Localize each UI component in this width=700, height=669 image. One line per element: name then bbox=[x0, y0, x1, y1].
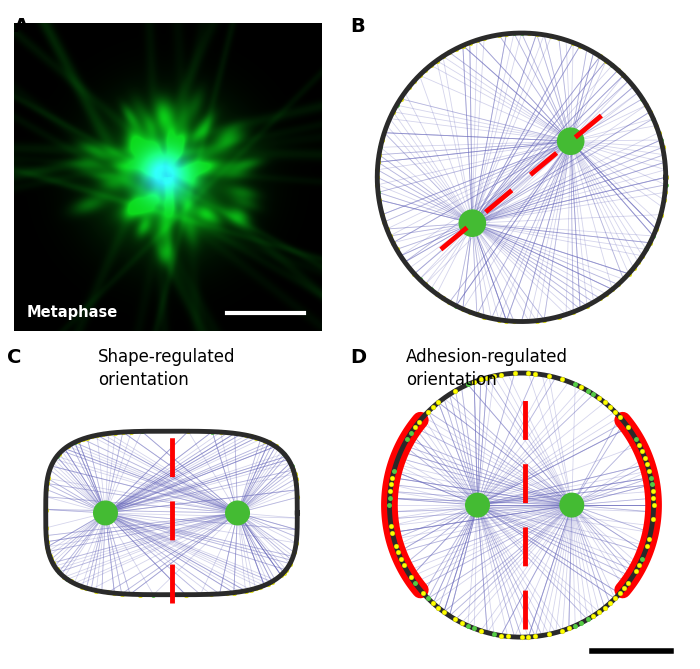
Text: Metaphase: Metaphase bbox=[27, 305, 118, 320]
Circle shape bbox=[558, 128, 584, 155]
Circle shape bbox=[225, 501, 249, 524]
Circle shape bbox=[560, 493, 584, 517]
Text: D: D bbox=[350, 348, 366, 367]
Circle shape bbox=[459, 210, 485, 236]
Text: A: A bbox=[14, 17, 29, 35]
Text: B: B bbox=[350, 17, 365, 35]
Text: Adhesion-regulated
orientation: Adhesion-regulated orientation bbox=[406, 348, 568, 389]
Circle shape bbox=[94, 501, 118, 524]
Circle shape bbox=[466, 493, 489, 517]
Text: Shape-regulated
orientation: Shape-regulated orientation bbox=[98, 348, 235, 389]
Text: C: C bbox=[7, 348, 22, 367]
